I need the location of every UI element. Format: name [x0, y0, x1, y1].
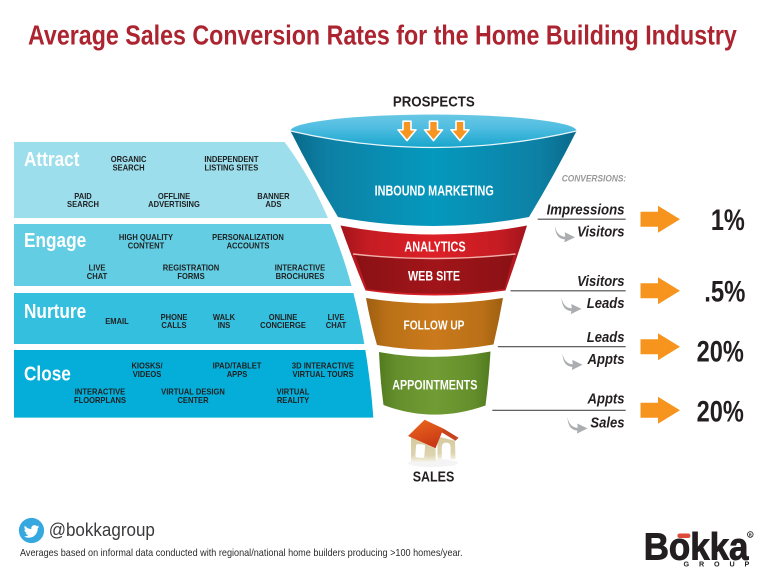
svg-text:CHAT: CHAT	[326, 321, 346, 331]
svg-text:BANNER: BANNER	[257, 191, 289, 201]
svg-text:Impressions: Impressions	[547, 201, 625, 218]
svg-text:Engage: Engage	[24, 230, 86, 253]
svg-text:Attract: Attract	[24, 149, 80, 172]
svg-text:SALES: SALES	[413, 469, 455, 485]
svg-text:KIOSKS/: KIOSKS/	[131, 361, 163, 371]
svg-text:FLOORPLANS: FLOORPLANS	[74, 396, 127, 406]
svg-text:CENTER: CENTER	[177, 396, 208, 406]
svg-text:INTERACTIVE: INTERACTIVE	[275, 263, 326, 273]
svg-text:PROSPECTS: PROSPECTS	[393, 94, 475, 111]
svg-text:INDEPENDENT: INDEPENDENT	[204, 155, 258, 165]
svg-text:VIRTUAL TOURS: VIRTUAL TOURS	[292, 370, 354, 380]
svg-text:Visitors: Visitors	[577, 272, 625, 289]
svg-text:INS: INS	[218, 321, 231, 331]
svg-text:Bokka: Bokka	[644, 525, 749, 568]
svg-text:LIVE: LIVE	[328, 312, 345, 322]
svg-text:BROCHURES: BROCHURES	[276, 271, 325, 281]
svg-text:Leads: Leads	[587, 294, 625, 311]
svg-text:CONTENT: CONTENT	[128, 241, 165, 251]
svg-text:20%: 20%	[697, 335, 744, 368]
svg-text:REALITY: REALITY	[277, 396, 310, 406]
svg-text:Appts: Appts	[587, 390, 625, 407]
svg-text:WALK: WALK	[213, 312, 235, 322]
svg-text:Sales: Sales	[590, 414, 624, 431]
svg-text:CONVERSIONS:: CONVERSIONS:	[562, 173, 627, 183]
svg-text:VIRTUAL DESIGN: VIRTUAL DESIGN	[161, 387, 225, 397]
svg-text:CONCIERGE: CONCIERGE	[260, 321, 306, 331]
svg-text:SEARCH: SEARCH	[67, 200, 99, 210]
svg-text:IPAD/TABLET: IPAD/TABLET	[213, 361, 262, 371]
svg-text:Averages based on informal dat: Averages based on informal data conducte…	[20, 548, 463, 560]
svg-text:PHONE: PHONE	[161, 312, 188, 322]
svg-text:HIGH QUALITY: HIGH QUALITY	[119, 233, 174, 243]
svg-text:APPOINTMENTS: APPOINTMENTS	[392, 377, 477, 393]
svg-text:LISTING SITES: LISTING SITES	[205, 163, 259, 173]
svg-text:INTERACTIVE: INTERACTIVE	[75, 387, 126, 397]
svg-text:WEB SITE: WEB SITE	[408, 268, 460, 284]
svg-text:SEARCH: SEARCH	[113, 163, 145, 173]
svg-text:OFFLINE: OFFLINE	[158, 191, 191, 201]
svg-text:EMAIL: EMAIL	[105, 317, 129, 327]
svg-text:ORGANIC: ORGANIC	[111, 155, 147, 165]
svg-text:PERSONALIZATION: PERSONALIZATION	[212, 233, 284, 243]
svg-text:CALLS: CALLS	[161, 321, 187, 331]
svg-text:ADVERTISING: ADVERTISING	[148, 200, 200, 210]
svg-text:VIRTUAL: VIRTUAL	[277, 387, 310, 397]
svg-text:@bokkagroup: @bokkagroup	[49, 519, 155, 540]
svg-text:Appts: Appts	[587, 350, 625, 367]
svg-text:APPS: APPS	[227, 370, 248, 380]
svg-text:Average Sales Conversion Rates: Average Sales Conversion Rates for the H…	[28, 21, 737, 51]
svg-text:.5%: .5%	[704, 274, 745, 308]
svg-text:CHAT: CHAT	[87, 271, 107, 281]
svg-text:3D INTERACTIVE: 3D INTERACTIVE	[292, 361, 355, 371]
svg-text:REGISTRATION: REGISTRATION	[163, 263, 220, 273]
svg-text:Leads: Leads	[587, 328, 625, 345]
svg-text:ADS: ADS	[265, 200, 281, 210]
svg-text:VIDEOS: VIDEOS	[133, 370, 162, 380]
svg-text:ONLINE: ONLINE	[269, 312, 298, 322]
svg-text:Visitors: Visitors	[577, 223, 625, 240]
svg-text:Close: Close	[24, 363, 71, 386]
svg-text:LIVE: LIVE	[89, 263, 106, 273]
svg-text:GROUP: GROUP	[684, 560, 750, 569]
svg-text:Nurture: Nurture	[24, 301, 86, 324]
svg-text:INBOUND MARKETING: INBOUND MARKETING	[375, 182, 494, 199]
svg-text:20%: 20%	[697, 395, 744, 428]
svg-text:FORMS: FORMS	[177, 271, 205, 281]
svg-text:1%: 1%	[711, 203, 745, 236]
svg-text:FOLLOW UP: FOLLOW UP	[404, 318, 465, 332]
svg-text:ANALYTICS: ANALYTICS	[404, 238, 466, 255]
svg-text:R: R	[749, 532, 752, 537]
svg-text:PAID: PAID	[74, 191, 92, 201]
svg-text:ACCOUNTS: ACCOUNTS	[227, 241, 270, 251]
